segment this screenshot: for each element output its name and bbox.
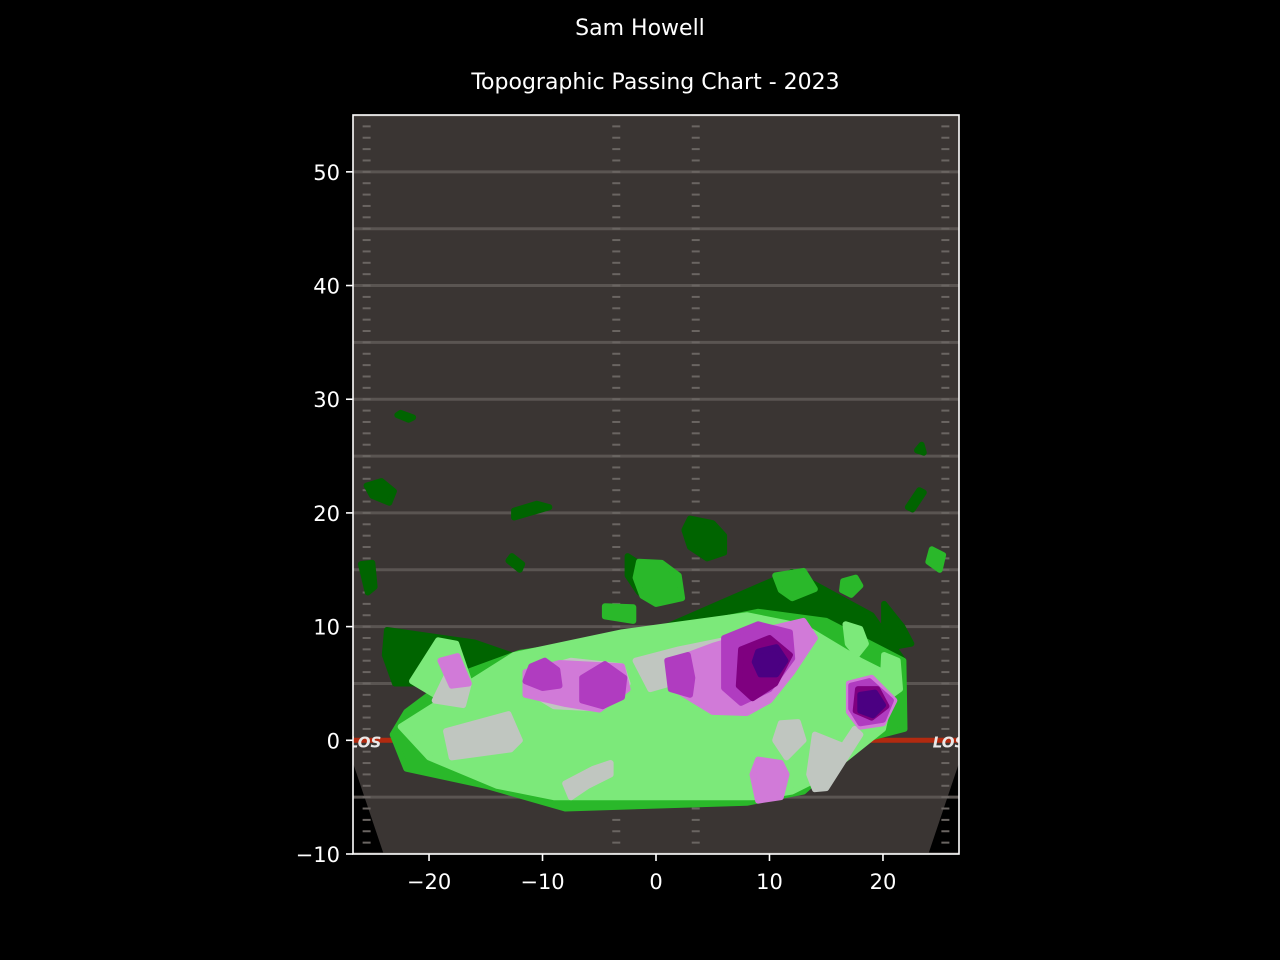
y-tick-label: 30	[313, 388, 340, 412]
contour-region	[914, 441, 927, 456]
contour-region	[904, 487, 927, 513]
los-labels: LOS LOS	[349, 733, 966, 751]
contour-region	[511, 500, 553, 521]
contour-region	[522, 657, 563, 691]
y-tick-label: 20	[313, 502, 340, 526]
y-tick-label: 40	[313, 275, 340, 299]
x-tick-label: −10	[520, 870, 564, 894]
contour-region	[357, 559, 378, 596]
contour-region	[505, 553, 526, 573]
contour-region	[632, 558, 686, 607]
contour-region	[381, 569, 907, 687]
x-tick-label: 0	[649, 870, 662, 894]
los-label-right: LOS	[933, 733, 966, 751]
contour-region	[601, 603, 637, 624]
contour-region	[806, 725, 864, 793]
contour-region	[664, 652, 696, 698]
contour-region	[857, 689, 886, 719]
x-tick-label: 10	[756, 870, 783, 894]
chart-suptitle: Sam Howell	[575, 16, 705, 41]
contour-region	[772, 567, 818, 602]
y-tick-label: 10	[313, 616, 340, 640]
y-tick-label: 0	[327, 729, 340, 753]
contour-region	[751, 644, 789, 678]
contour-region	[772, 719, 807, 761]
contour-region	[363, 478, 397, 506]
x-tick-label: 20	[870, 870, 897, 894]
chart-title: Topographic Passing Chart - 2023	[471, 70, 840, 95]
contour-region	[579, 661, 628, 710]
y-tick-label: −10	[296, 843, 340, 867]
contour-region	[925, 546, 947, 573]
contour-region	[437, 653, 472, 689]
contour-region	[394, 409, 417, 423]
contour-region	[880, 652, 903, 698]
contour-region	[562, 760, 614, 801]
y-axis: −10 0 10 20 30 40 50	[296, 161, 353, 867]
y-tick-label: 50	[313, 161, 340, 185]
contour-region	[881, 600, 915, 649]
contour-region	[443, 711, 523, 761]
contour-region	[681, 515, 728, 562]
x-tick-label: −20	[407, 870, 451, 894]
contour-region	[749, 756, 790, 804]
plot-area: LOS LOS	[349, 115, 966, 854]
contour-region	[842, 621, 869, 658]
contour-level-8	[751, 644, 886, 719]
x-axis: −20 −10 0 10 20	[407, 854, 896, 894]
los-label-left: LOS	[349, 733, 382, 751]
contour-region	[839, 574, 864, 598]
contour-layers	[357, 409, 947, 812]
